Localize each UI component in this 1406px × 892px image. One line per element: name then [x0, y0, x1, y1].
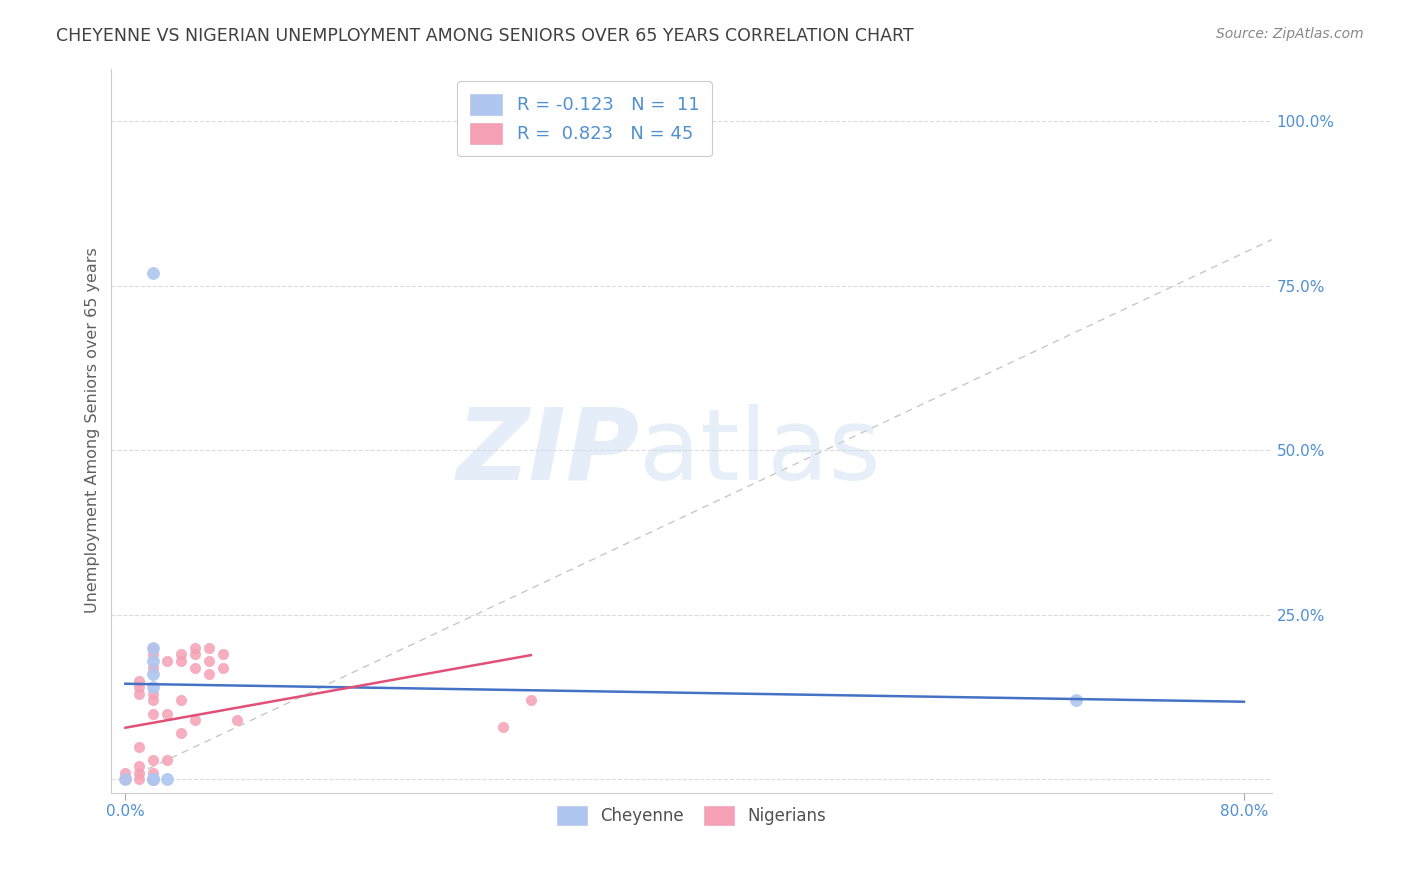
Point [114, 765, 136, 780]
Point [142, 654, 165, 668]
Point [142, 693, 165, 707]
Point [128, 687, 150, 701]
Point [142, 772, 165, 787]
Point [142, 772, 165, 787]
Legend: Cheyenne, Nigerians: Cheyenne, Nigerians [547, 796, 837, 835]
Point [170, 726, 193, 740]
Point [114, 772, 136, 787]
Point [142, 667, 165, 681]
Point [212, 660, 235, 674]
Text: ZIP: ZIP [457, 404, 640, 500]
Point [128, 765, 150, 780]
Point [142, 640, 165, 655]
Point [142, 648, 165, 662]
Point [156, 654, 179, 668]
Point [198, 667, 221, 681]
Point [114, 772, 136, 787]
Y-axis label: Unemployment Among Seniors over 65 years: Unemployment Among Seniors over 65 years [86, 248, 100, 614]
Point [184, 713, 207, 727]
Point [114, 772, 136, 787]
Point [128, 673, 150, 688]
Point [142, 660, 165, 674]
Point [142, 687, 165, 701]
Point [142, 681, 165, 695]
Point [114, 772, 136, 787]
Point [170, 693, 193, 707]
Point [128, 772, 150, 787]
Point [170, 648, 193, 662]
Point [156, 706, 179, 721]
Point [226, 713, 249, 727]
Text: CHEYENNE VS NIGERIAN UNEMPLOYMENT AMONG SENIORS OVER 65 YEARS CORRELATION CHART: CHEYENNE VS NIGERIAN UNEMPLOYMENT AMONG … [56, 27, 914, 45]
Point [114, 772, 136, 787]
Point [1064, 693, 1087, 707]
Point [114, 772, 136, 787]
Point [142, 266, 165, 280]
Point [170, 654, 193, 668]
Point [128, 681, 150, 695]
Point [184, 648, 207, 662]
Point [198, 654, 221, 668]
Point [128, 739, 150, 754]
Point [114, 772, 136, 787]
Point [184, 640, 207, 655]
Point [142, 772, 165, 787]
Point [198, 640, 221, 655]
Point [156, 772, 179, 787]
Text: atlas: atlas [640, 404, 882, 500]
Point [142, 640, 165, 655]
Text: Source: ZipAtlas.com: Source: ZipAtlas.com [1216, 27, 1364, 41]
Point [114, 772, 136, 787]
Point [114, 772, 136, 787]
Point [142, 772, 165, 787]
Point [184, 660, 207, 674]
Point [492, 720, 515, 734]
Point [128, 759, 150, 773]
Point [114, 772, 136, 787]
Point [156, 753, 179, 767]
Point [142, 753, 165, 767]
Point [142, 706, 165, 721]
Point [212, 648, 235, 662]
Point [520, 693, 543, 707]
Point [142, 765, 165, 780]
